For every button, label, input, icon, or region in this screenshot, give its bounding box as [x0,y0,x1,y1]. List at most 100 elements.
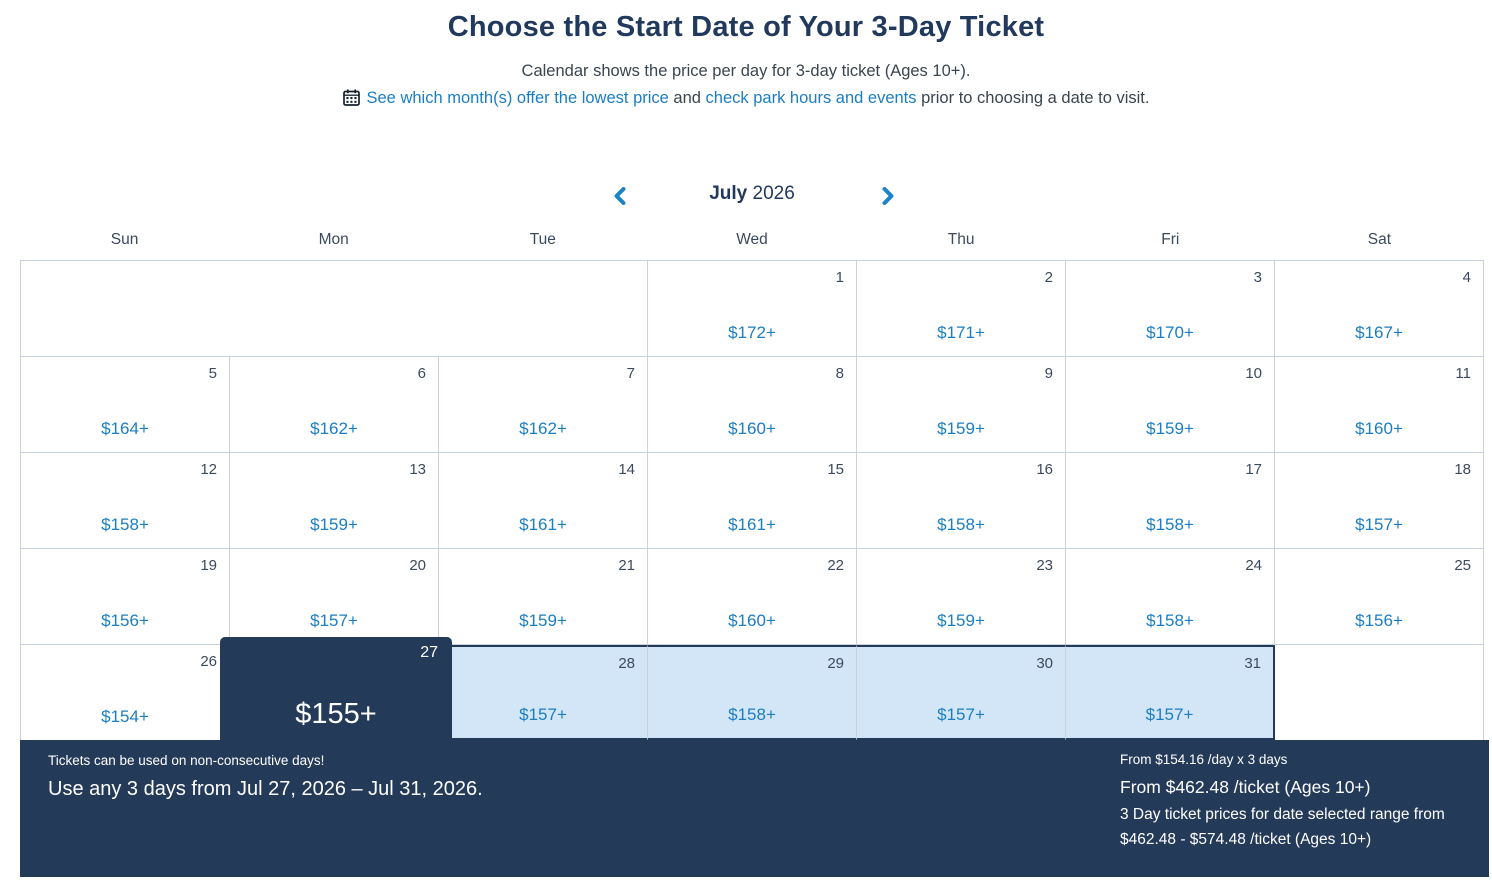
day-price: $158+ [101,515,149,534]
day-price: $156+ [1355,611,1403,630]
day-number: 23 [1036,557,1053,574]
calendar-subtitle: Calendar shows the price per day for 3-d… [521,62,971,80]
day-cell[interactable]: 12 $158+ [21,453,230,549]
day-cell[interactable]: 10 $159+ [1066,357,1275,453]
calendar-grid: 1 $172+ 2 $171+ 3 $170+ 4 $167+ 5 $164+ 6 $162… [20,260,1484,741]
day-price: $157+ [937,705,985,724]
day-cell[interactable]: 14 $161+ [439,453,648,549]
day-cell-in-range[interactable]: 28 $157+ [439,645,648,741]
day-cell[interactable]: 25 $156+ [1275,549,1484,645]
info-line: See which month(s) offer the lowest pric… [0,89,1492,111]
prev-month-button[interactable] [604,186,634,208]
range-price-line2: $462.48 - $574.48 /ticket (Ages 10+) [1120,831,1372,848]
day-number: 6 [417,365,426,382]
weekday-thu: Thu [947,231,975,248]
day-number: 26 [200,653,217,670]
day-price: $158+ [937,515,985,534]
usage-range-text: Use any 3 days from Jul 27, 2026 – Jul 3… [48,778,483,800]
selected-day-number: 27 [420,644,438,661]
day-price: $158+ [1146,515,1194,534]
day-cell[interactable]: 16 $158+ [857,453,1066,549]
per-day-price: From $154.16 /day x 3 days [1120,752,1288,767]
day-cell[interactable]: 23 $159+ [857,549,1066,645]
day-number: 3 [1253,269,1262,286]
day-number: 17 [1245,461,1262,478]
empty-leading-cell [21,261,648,357]
lowest-price-link[interactable]: See which month(s) offer the lowest pric… [366,89,669,107]
day-cell[interactable]: 11 $160+ [1275,357,1484,453]
day-cell[interactable]: 5 $164+ [21,357,230,453]
day-cell-in-range[interactable]: 30 $157+ [857,645,1066,741]
day-number: 19 [200,557,217,574]
month-navigation: July 2026 [20,183,1484,209]
day-cell[interactable]: 9 $159+ [857,357,1066,453]
year-label: 2026 [752,183,795,204]
and-text: and [668,89,706,107]
day-number: 1 [835,269,844,286]
day-cell[interactable]: 15 $161+ [648,453,857,549]
day-number: 9 [1044,365,1053,382]
day-cell[interactable]: 19 $156+ [21,549,230,645]
day-price: $160+ [728,611,776,630]
price-summary: From $154.16 /day x 3 days From $462.48 … [1120,752,1445,849]
day-number: 29 [827,655,844,672]
next-month-button[interactable] [873,186,903,208]
day-number: 2 [1044,269,1053,286]
day-price: $160+ [1355,419,1403,438]
day-price: $159+ [310,515,358,534]
day-number: 10 [1245,365,1262,382]
day-price: $159+ [519,611,567,630]
day-price: $161+ [519,515,567,534]
day-cell[interactable]: 17 $158+ [1066,453,1275,549]
day-cell[interactable]: 21 $159+ [439,549,648,645]
day-cell[interactable]: 24 $158+ [1066,549,1275,645]
weekday-header-row: Sun Mon Tue Wed Thu Fri Sat [20,231,1484,249]
day-cell[interactable]: 22 $160+ [648,549,857,645]
chevron-right-icon [882,186,895,208]
day-price: $171+ [937,323,985,342]
info-suffix: prior to choosing a date to visit. [916,89,1150,107]
day-number: 5 [208,365,217,382]
day-cell[interactable]: 2 $171+ [857,261,1066,357]
weekday-fri: Fri [1161,231,1180,248]
day-price: $159+ [1146,419,1194,438]
day-price: $157+ [519,705,567,724]
day-cell[interactable]: 13 $159+ [230,453,439,549]
day-price: $158+ [1146,611,1194,630]
day-price: $159+ [937,611,985,630]
day-number: 21 [618,557,635,574]
day-cell[interactable]: 6 $162+ [230,357,439,453]
day-price: $161+ [728,515,776,534]
day-number: 25 [1454,557,1471,574]
weekday-tue: Tue [529,231,556,248]
day-price: $167+ [1355,323,1403,342]
day-cell[interactable]: 1 $172+ [648,261,857,357]
weekday-sun: Sun [110,231,139,248]
selected-day-cell[interactable]: 27 $155+ [220,637,452,741]
day-cell[interactable]: 3 $170+ [1066,261,1275,357]
day-price: $164+ [101,419,149,438]
day-price: $154+ [101,707,149,726]
day-cell[interactable]: 7 $162+ [439,357,648,453]
day-cell[interactable]: 26 $154+ [21,645,230,741]
day-cell[interactable]: 20 $157+ [230,549,439,645]
day-price: $157+ [1355,515,1403,534]
day-number: 31 [1244,655,1261,672]
day-cell-in-range[interactable]: 29 $158+ [648,645,857,741]
day-price: $162+ [519,419,567,438]
day-cell-in-range[interactable]: 31 $157+ [1066,645,1275,741]
chevron-left-icon [613,186,626,208]
day-price: $162+ [310,419,358,438]
selected-day-price: $155+ [295,698,377,730]
day-cell[interactable]: 4 $167+ [1275,261,1484,357]
day-price: $160+ [728,419,776,438]
day-cell[interactable]: 8 $160+ [648,357,857,453]
day-price: $170+ [1146,323,1194,342]
day-number: 8 [835,365,844,382]
weekday-sat: Sat [1367,231,1392,248]
day-number: 14 [618,461,635,478]
park-hours-link[interactable]: check park hours and events [705,89,917,107]
day-cell[interactable]: 18 $157+ [1275,453,1484,549]
day-number: 18 [1454,461,1471,478]
day-price: $159+ [937,419,985,438]
